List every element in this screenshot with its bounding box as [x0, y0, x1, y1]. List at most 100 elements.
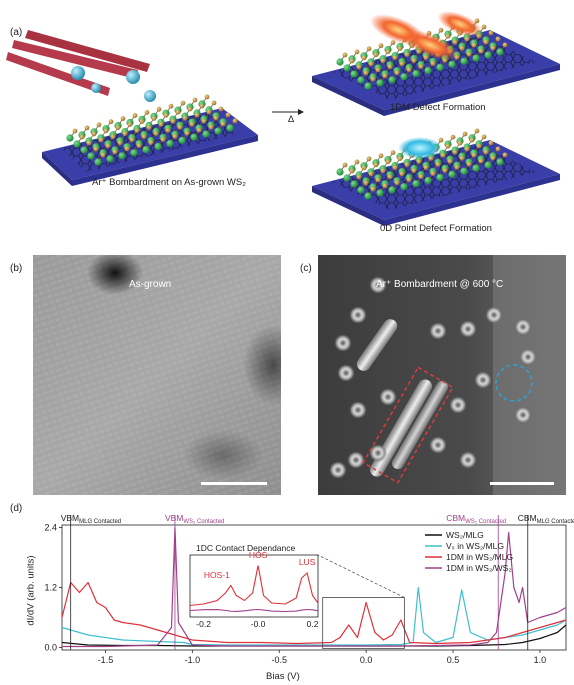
inset-annotation: LUS — [299, 557, 316, 567]
tungsten-atom — [424, 66, 432, 75]
sulfur-atom — [459, 45, 465, 51]
inset-title: 1DC Contact Dependance — [196, 543, 296, 553]
sulfur-atom — [349, 58, 355, 64]
tungsten-atom — [66, 134, 74, 142]
caption-1dm: 1DM Defect Formation — [390, 102, 486, 113]
sulfur-atom — [103, 128, 109, 134]
sulfur-atom — [370, 186, 376, 192]
sulfur-atom — [349, 168, 355, 174]
sulfur-atom — [399, 61, 405, 67]
sulfur-atom — [361, 55, 367, 61]
tungsten-atom — [460, 57, 468, 65]
sulfur-atom — [490, 45, 496, 51]
tungsten-atom — [484, 51, 492, 59]
inset-tick-label: -0.2 — [196, 619, 211, 629]
tungsten-atom — [448, 170, 456, 178]
legend-entry: Vₛ in WS₂/MLG — [446, 541, 504, 551]
sulfur-atom — [220, 121, 226, 127]
sulfur-atom — [366, 46, 372, 52]
sulfur-atom — [177, 124, 183, 130]
sulfur-atom — [201, 118, 207, 124]
point-defect — [459, 320, 477, 338]
sulfur-atom — [423, 165, 429, 170]
sulfur-atom — [459, 155, 465, 161]
x-tick-label: 1.0 — [534, 655, 547, 665]
sulfur-atom — [144, 110, 150, 115]
sulfur-atom — [375, 67, 381, 73]
y-tick-label: 0.0 — [44, 643, 57, 653]
tungsten-atom — [73, 140, 81, 148]
tungsten-atom — [400, 183, 408, 191]
sulfur-atom — [474, 128, 480, 134]
tungsten-atom — [80, 146, 88, 154]
sulfur-atom — [170, 118, 176, 124]
band-edge-label: VBMWS₂ Contacted — [165, 513, 224, 525]
zoom-connector — [317, 554, 405, 598]
tungsten-atom — [436, 63, 444, 71]
sulfur-atom — [411, 168, 417, 174]
inset-tick-label: 0.2 — [307, 619, 319, 629]
sulfur-atom — [466, 51, 472, 57]
sulfur-atom — [84, 125, 90, 131]
sulfur-atom — [72, 128, 78, 134]
tungsten-atom — [226, 124, 234, 132]
sulfur-atom — [153, 131, 159, 136]
sulfur-atom — [392, 165, 398, 171]
sulfur-atom — [211, 100, 217, 106]
sulfur-atom — [442, 168, 448, 173]
schematic-1dm — [312, 11, 560, 116]
sulfur-atom — [481, 134, 487, 140]
sulfur-atom — [108, 119, 114, 125]
tungsten-atom — [472, 54, 480, 62]
sulfur-atom — [483, 149, 489, 155]
point-defect — [369, 276, 387, 294]
sulfur-atom — [430, 61, 436, 66]
sulfur-atom — [93, 146, 99, 152]
sulfur-atom — [385, 49, 391, 55]
sulfur-atom — [406, 67, 412, 73]
caption-0d: 0D Point Defect Formation — [380, 223, 492, 234]
sulfur-atom — [163, 112, 169, 118]
tungsten-atom — [130, 149, 138, 157]
sulfur-atom — [180, 100, 186, 106]
sulfur-atom — [502, 42, 508, 48]
x-tick-label: -1.5 — [98, 655, 114, 665]
tungsten-atom — [190, 133, 198, 141]
sulfur-atom — [375, 177, 381, 183]
sulfur-atom — [187, 106, 193, 112]
point-defect — [349, 306, 367, 324]
x-tick-label: 0.0 — [360, 655, 373, 665]
sts-chart: -1.5 -1.0 -0.5 0.0 0.5 1.0 0.0 1.2 2.4 VBMMLG Con… — [44, 513, 574, 665]
tungsten-atom — [448, 60, 456, 68]
sulfur-atom — [146, 125, 152, 130]
sulfur-atom — [129, 137, 135, 143]
sulfur-atom — [397, 156, 403, 162]
tungsten-atom — [484, 161, 492, 169]
sulfur-atom — [112, 149, 118, 155]
band-edge-label: VBMMLG Contacted — [61, 513, 121, 525]
sulfur-atom — [387, 64, 393, 70]
y-tick-label: 2.4 — [44, 523, 57, 533]
point-defect — [369, 444, 387, 462]
point-defect — [329, 461, 347, 479]
sulfur-atom — [399, 171, 405, 177]
sulfur-atom — [445, 33, 451, 39]
series-line — [61, 581, 567, 645]
sulfur-atom — [189, 121, 195, 127]
sulfur-atom — [418, 64, 424, 69]
tungsten-atom — [87, 152, 95, 160]
tungsten-atom — [364, 192, 372, 200]
tungsten-atom — [376, 79, 384, 87]
caption-bombardment: Ar⁺ Bombardment on As-grown WS₂ — [92, 177, 246, 188]
argon-atom — [71, 66, 85, 80]
sulfur-atom — [397, 46, 403, 51]
sulfur-atom — [206, 109, 212, 115]
tungsten-atom — [436, 173, 444, 181]
sulfur-atom — [232, 118, 238, 124]
sulfur-atom — [151, 116, 157, 121]
sulfur-atom — [86, 140, 92, 146]
point-defect — [474, 371, 492, 389]
sulfur-atom — [385, 159, 391, 165]
sulfur-atom — [370, 76, 376, 82]
